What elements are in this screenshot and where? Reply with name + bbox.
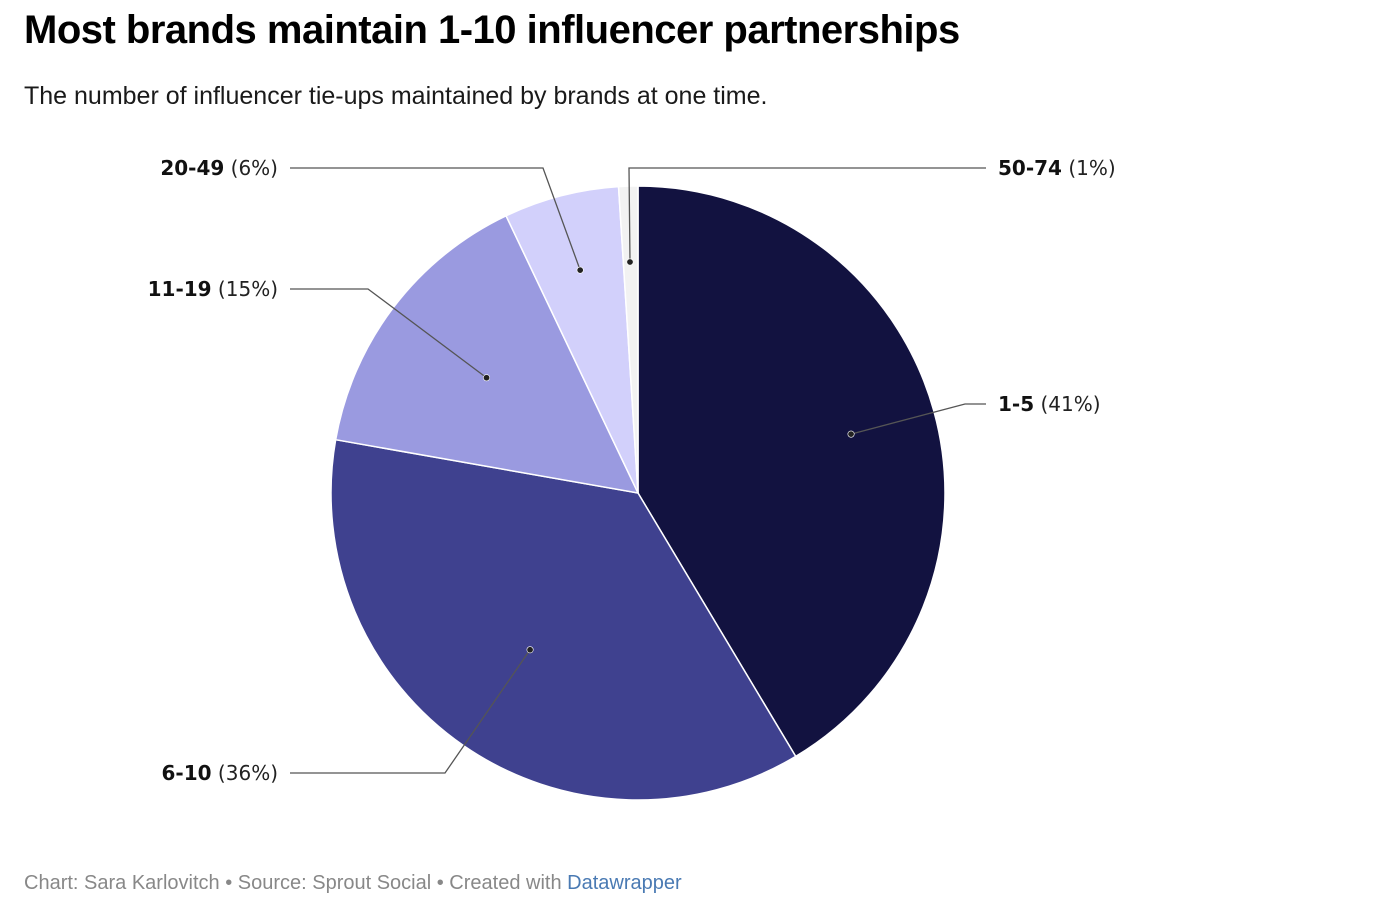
leader-dot-1-5 — [847, 430, 855, 438]
slice-label-11-19: 11-19 (15%) — [148, 277, 278, 301]
slice-label-percent: (15%) — [212, 277, 278, 301]
leader-dot-6-10 — [526, 646, 534, 654]
leader-line-50-74 — [628, 167, 986, 263]
pie-chart: 1-5 (41%) 6-10 (36%) 11-19 (15%) 20-49 (6%)… — [148, 156, 1116, 801]
slice-label-name: 50-74 — [998, 156, 1062, 180]
pie-slice-1-5[interactable] — [637, 185, 946, 758]
slice-label-6-10: 6-10 (36%) — [162, 761, 278, 785]
slice-label-1-5: 1-5 (41%) — [998, 392, 1101, 416]
leader-dot-50-74 — [626, 258, 634, 266]
slice-label-name: 11-19 — [148, 277, 212, 301]
leader-line-6-10 — [290, 649, 531, 774]
slice-label-percent: (1%) — [1062, 156, 1116, 180]
slice-label-percent: (6%) — [224, 156, 278, 180]
leader-dot-20-49 — [576, 266, 584, 274]
datawrapper-link[interactable]: Datawrapper — [567, 872, 682, 894]
pie-slice-20-49[interactable] — [505, 185, 639, 494]
pie-slice-11-19[interactable] — [334, 214, 640, 494]
slice-label-percent: (36%) — [212, 761, 278, 785]
footer-credit-text: Chart: Sara Karlovitch • Source: Sprout … — [24, 872, 568, 894]
chart-title: Most brands maintain 1-10 influencer par… — [24, 8, 960, 52]
slice-label-name: 6-10 — [162, 761, 212, 785]
footer-credit: Chart: Sara Karlovitch • Source: Sprout … — [24, 872, 682, 895]
slice-label-50-74: 50-74 (1%) — [998, 156, 1116, 180]
chart-subtitle: The number of influencer tie-ups maintai… — [24, 82, 768, 110]
slice-label-name: 1-5 — [998, 392, 1034, 416]
slice-label-20-49: 20-49 (6%) — [160, 156, 278, 180]
slice-label-name: 20-49 — [160, 156, 224, 180]
leader-line-1-5 — [850, 403, 986, 435]
slice-label-percent: (41%) — [1034, 392, 1100, 416]
leader-line-20-49 — [290, 167, 581, 271]
leader-dot-11-19 — [483, 374, 491, 382]
leader-line-11-19 — [290, 288, 487, 379]
